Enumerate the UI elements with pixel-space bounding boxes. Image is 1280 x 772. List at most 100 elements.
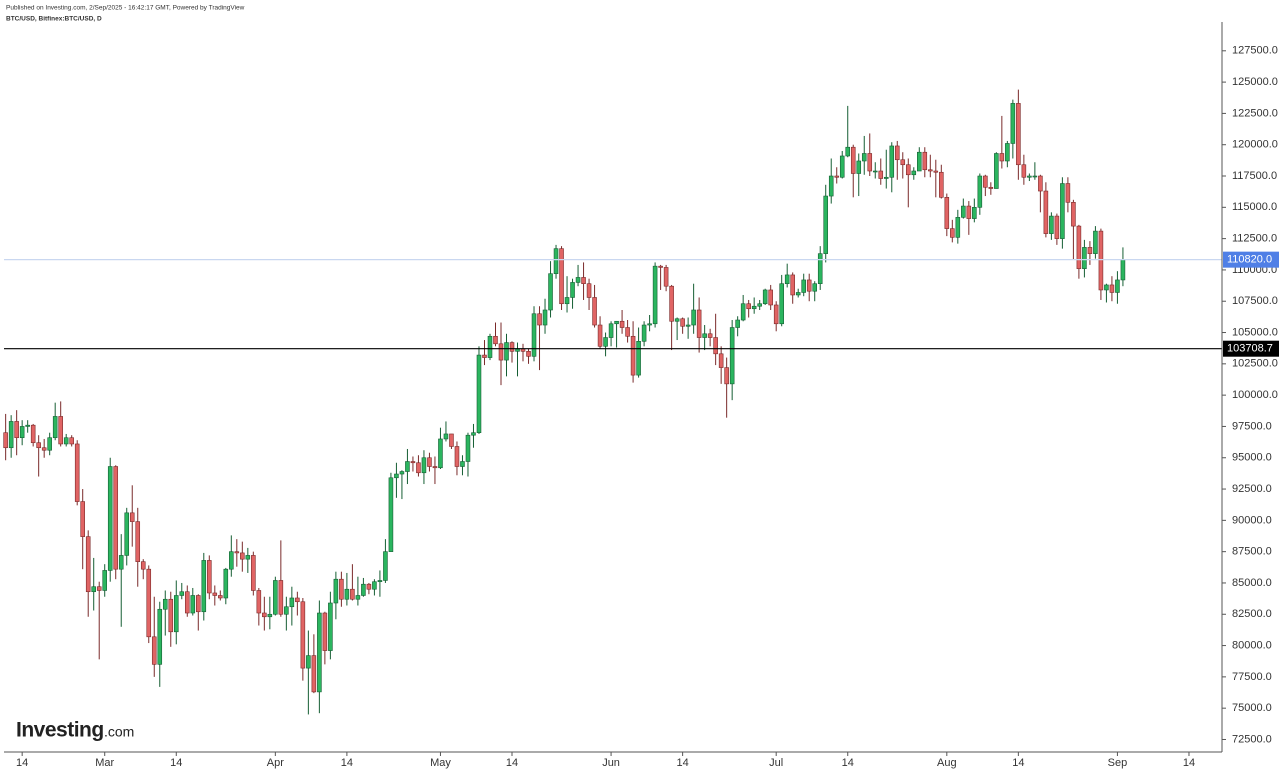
candle-body bbox=[696, 309, 702, 338]
x-tick-label: 14 bbox=[842, 757, 854, 769]
candle-body bbox=[1060, 183, 1065, 239]
candle-body bbox=[1005, 143, 1010, 162]
candle-body bbox=[63, 437, 69, 445]
x-tick-label: May bbox=[430, 757, 451, 769]
candle-body bbox=[129, 512, 135, 522]
candle-body bbox=[135, 521, 141, 562]
y-tick-label: 82500.0 bbox=[1232, 608, 1272, 620]
y-tick-label: 77500.0 bbox=[1232, 671, 1272, 683]
y-tick-label: 90000.0 bbox=[1232, 514, 1272, 526]
candle-body bbox=[1093, 230, 1098, 254]
y-tick-label: 87500.0 bbox=[1232, 546, 1272, 558]
candle-body bbox=[273, 580, 278, 615]
published-note: Published on Investing.com, 2/Sep/2025 -… bbox=[6, 5, 245, 12]
candle-body bbox=[438, 438, 443, 469]
y-tick-label: 95000.0 bbox=[1232, 452, 1272, 464]
y-tick-label: 122500.0 bbox=[1232, 107, 1278, 119]
candle-body bbox=[410, 461, 416, 464]
candle-body bbox=[542, 309, 548, 326]
candle-body bbox=[928, 169, 933, 172]
candle-body bbox=[372, 581, 377, 590]
x-tick-label: Jul bbox=[769, 757, 783, 769]
x-tick-label: 14 bbox=[1012, 757, 1024, 769]
candle-body bbox=[85, 536, 91, 593]
candle-body bbox=[883, 176, 889, 179]
candle-body bbox=[564, 297, 570, 305]
y-tick-label: 75000.0 bbox=[1232, 702, 1272, 714]
candle-body bbox=[405, 461, 410, 472]
candle-body bbox=[526, 351, 531, 357]
candle-body bbox=[878, 170, 884, 179]
candle-body bbox=[917, 151, 922, 172]
y-tick-label: 85000.0 bbox=[1232, 577, 1272, 589]
candle-body bbox=[201, 560, 207, 613]
candle-body bbox=[966, 205, 972, 219]
candle-body bbox=[355, 595, 361, 600]
candle-body bbox=[559, 248, 564, 305]
y-tick-label: 117500.0 bbox=[1232, 170, 1277, 182]
candle-body bbox=[339, 578, 344, 600]
candle-body bbox=[1010, 103, 1016, 144]
candle-body bbox=[894, 145, 900, 161]
candle-body bbox=[1076, 225, 1082, 269]
y-tick-label: 80000.0 bbox=[1232, 639, 1272, 651]
candle-body bbox=[8, 421, 14, 449]
candle-body bbox=[751, 305, 757, 310]
candle-body bbox=[278, 580, 284, 615]
candle-body bbox=[1038, 175, 1043, 192]
candle-body bbox=[421, 457, 427, 474]
candle-body bbox=[416, 462, 421, 474]
candle-body bbox=[905, 164, 911, 176]
candle-body bbox=[498, 343, 504, 361]
x-tick-label: 14 bbox=[506, 757, 518, 769]
candle-body bbox=[179, 591, 185, 596]
candle-body bbox=[713, 337, 718, 355]
candle-body bbox=[674, 318, 680, 322]
candle-body bbox=[289, 597, 295, 608]
candle-body bbox=[845, 146, 851, 157]
candle-body bbox=[107, 466, 113, 571]
candle-body bbox=[80, 501, 85, 537]
candle-body bbox=[691, 309, 696, 326]
x-tick-label: Mar bbox=[95, 757, 114, 769]
candle-body bbox=[3, 432, 8, 449]
candle-body bbox=[988, 186, 994, 189]
x-tick-label: Aug bbox=[937, 757, 957, 769]
candle-body bbox=[196, 595, 201, 613]
candle-body bbox=[344, 588, 350, 600]
candle-body bbox=[950, 228, 955, 238]
y-tick-label: 102500.0 bbox=[1232, 358, 1278, 370]
candle-body bbox=[625, 327, 630, 337]
candle-body bbox=[729, 327, 735, 385]
price-label-box bbox=[1223, 251, 1279, 268]
candle-body bbox=[41, 447, 47, 451]
candle-body bbox=[223, 568, 229, 599]
candle-body bbox=[817, 253, 823, 284]
candle-body bbox=[872, 170, 878, 173]
candle-body bbox=[443, 433, 449, 440]
candle-body bbox=[350, 588, 355, 600]
candle-body bbox=[850, 146, 856, 174]
candle-body bbox=[1115, 279, 1120, 293]
candle-body bbox=[69, 437, 74, 445]
y-tick-label: 115000.0 bbox=[1232, 201, 1277, 213]
candle-body bbox=[828, 175, 834, 197]
candle-body bbox=[994, 153, 999, 189]
candle-body bbox=[212, 592, 218, 596]
y-tick-label: 97500.0 bbox=[1232, 420, 1272, 432]
y-tick-label: 127500.0 bbox=[1232, 45, 1278, 57]
candle-body bbox=[999, 153, 1005, 162]
candle-body bbox=[1016, 103, 1021, 166]
candle-body bbox=[300, 601, 306, 669]
candle-body bbox=[361, 583, 366, 596]
candle-body bbox=[839, 155, 845, 178]
candle-body bbox=[1109, 284, 1115, 293]
candle-body bbox=[1032, 175, 1038, 178]
candle-body bbox=[493, 335, 498, 345]
candle-body bbox=[256, 590, 262, 614]
candle-body bbox=[922, 151, 928, 171]
x-tick-label: 14 bbox=[341, 757, 353, 769]
candle-body bbox=[234, 551, 240, 554]
candle-body bbox=[251, 555, 256, 591]
candle-body bbox=[322, 612, 328, 651]
